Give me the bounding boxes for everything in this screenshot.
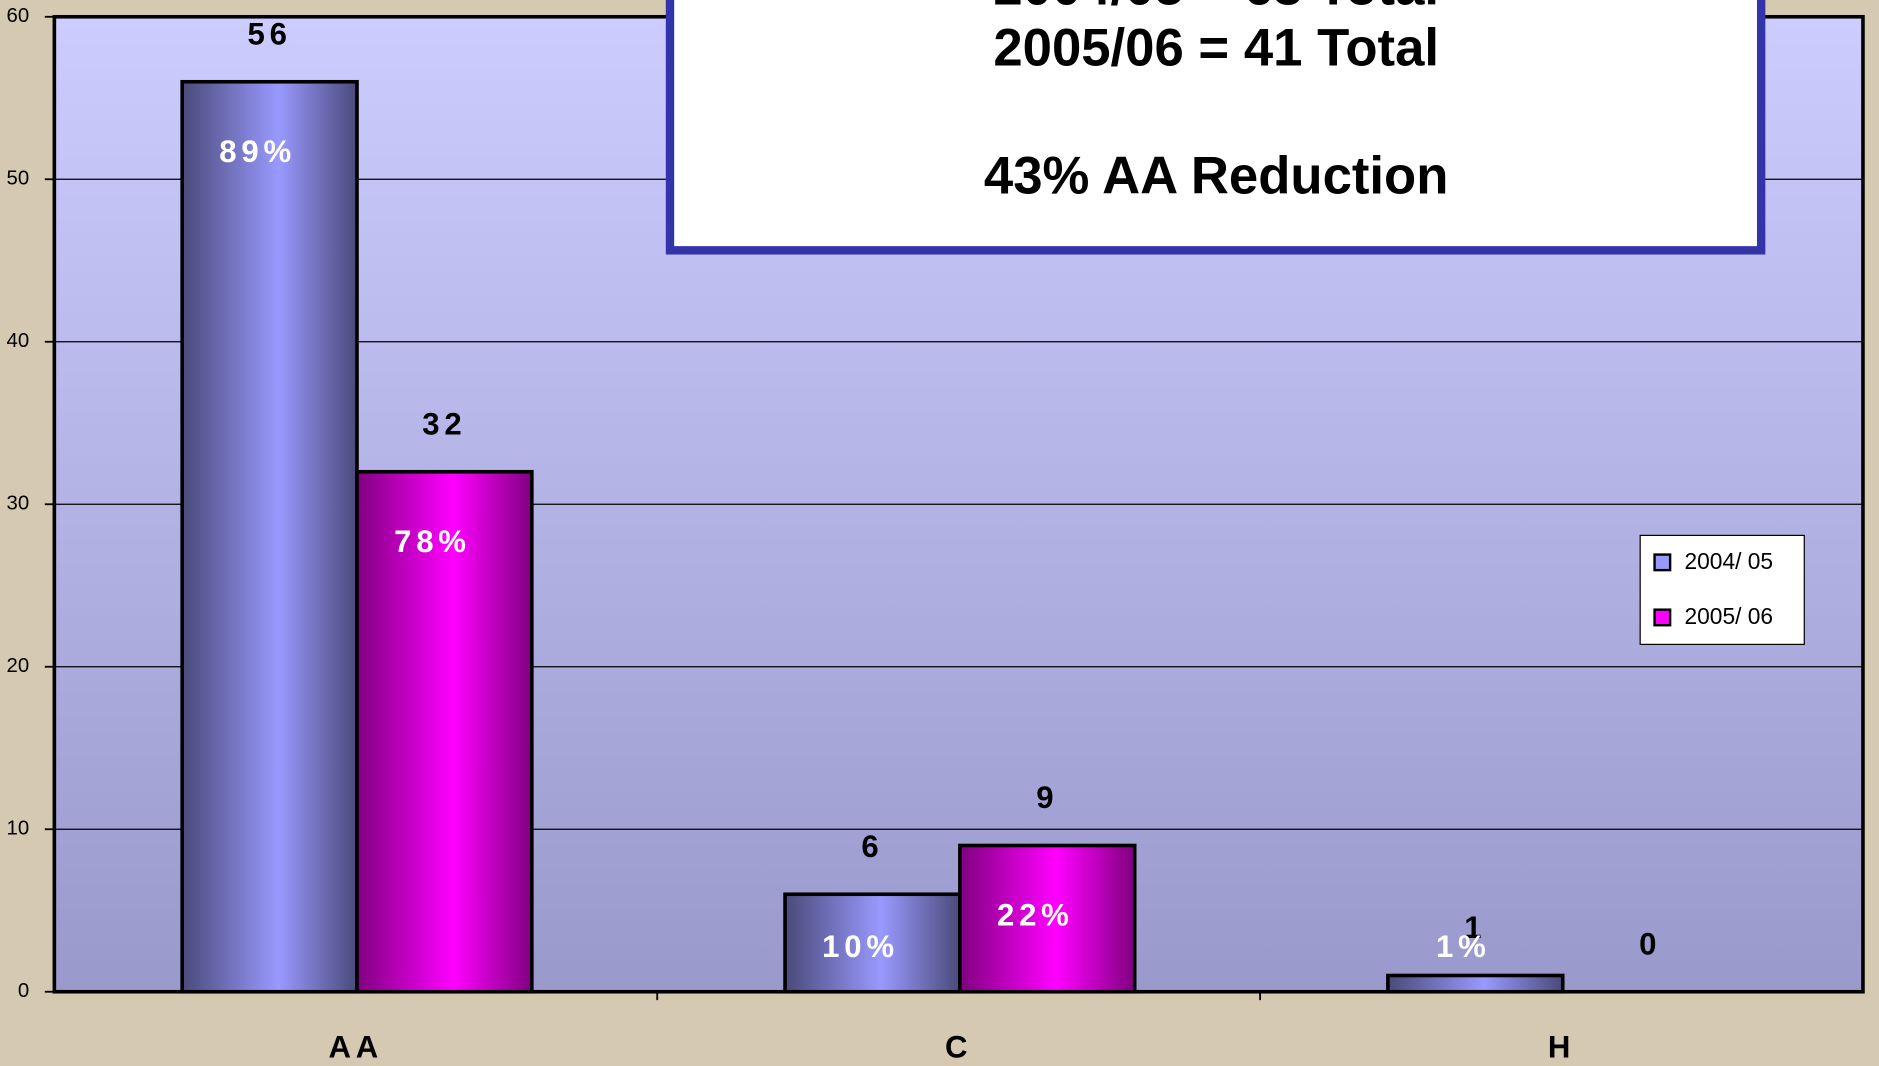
legend-swatch — [1653, 608, 1672, 627]
legend-label: 2005/ 06 — [1685, 603, 1774, 629]
annotation: 43% AA Reduction — [984, 147, 1449, 206]
percent-label: 1% — [1436, 929, 1491, 964]
bars: AA 56 89% 32 78% C 6 10% 9 22% H 11% 0 — [180, 16, 1661, 1064]
bar — [180, 79, 359, 994]
x-tick-label: H — [1548, 1029, 1575, 1064]
y-tick-label: 10 — [7, 818, 30, 840]
y-tick-label: 30 — [7, 493, 30, 515]
legend-entries: 2004/ 05 2005/ 06 — [1653, 548, 1774, 629]
bar — [783, 892, 962, 994]
y-tick-label: 0 — [18, 980, 29, 1002]
annotation-box — [665, 0, 1766, 255]
legend-label: 2004/ 05 — [1685, 548, 1774, 574]
x-tick-label: AA — [329, 1029, 384, 1064]
bar — [355, 469, 534, 994]
y-tick-label: 20 — [7, 655, 30, 677]
percent-label: 78% — [394, 524, 471, 559]
annotation: 2004/05 = 63 Total — [993, 0, 1439, 16]
y-tick-label: 50 — [7, 168, 30, 190]
value-label: 0 — [1639, 926, 1661, 961]
bar — [1386, 973, 1565, 994]
y-tick-label: 40 — [7, 330, 30, 352]
y-tick-label: 60 — [7, 5, 30, 27]
annotation: 2005/06 = 41 Total — [993, 18, 1439, 77]
percent-label: 10% — [822, 929, 899, 964]
percent-label: 22% — [997, 898, 1074, 933]
bar — [958, 843, 1137, 994]
x-tick-label: C — [945, 1029, 972, 1064]
value-label: 32 — [422, 406, 466, 441]
percent-label: 89% — [219, 134, 296, 169]
value-label: 6 — [861, 829, 883, 864]
legend-swatch — [1653, 553, 1672, 572]
value-label: 9 — [1036, 780, 1058, 815]
value-label: 1 — [1464, 910, 1486, 945]
value-label: 56 — [247, 16, 291, 51]
